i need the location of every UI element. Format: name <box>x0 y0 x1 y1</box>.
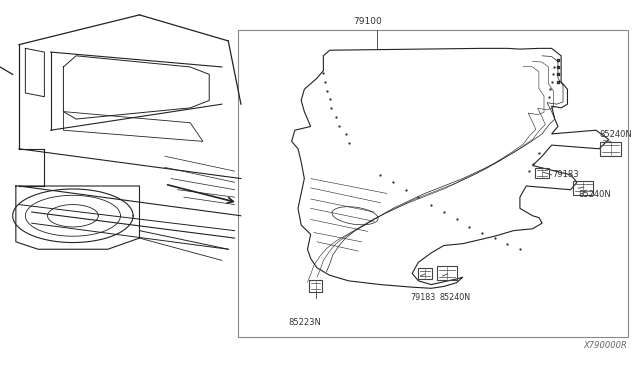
Text: 85240N: 85240N <box>600 130 632 139</box>
Text: 79100: 79100 <box>353 17 382 26</box>
Bar <box>238 30 628 337</box>
Bar <box>309 280 322 292</box>
Bar <box>573 181 593 195</box>
Bar <box>437 266 457 280</box>
Bar <box>535 168 549 178</box>
Text: 85223N: 85223N <box>288 318 321 327</box>
Text: X790000R: X790000R <box>584 341 628 350</box>
Text: 85240N: 85240N <box>440 293 470 302</box>
Bar <box>600 142 621 156</box>
Text: 85240N: 85240N <box>579 190 612 199</box>
Text: 79183: 79183 <box>411 293 436 302</box>
Bar <box>418 268 432 279</box>
Text: 79183: 79183 <box>552 170 579 179</box>
